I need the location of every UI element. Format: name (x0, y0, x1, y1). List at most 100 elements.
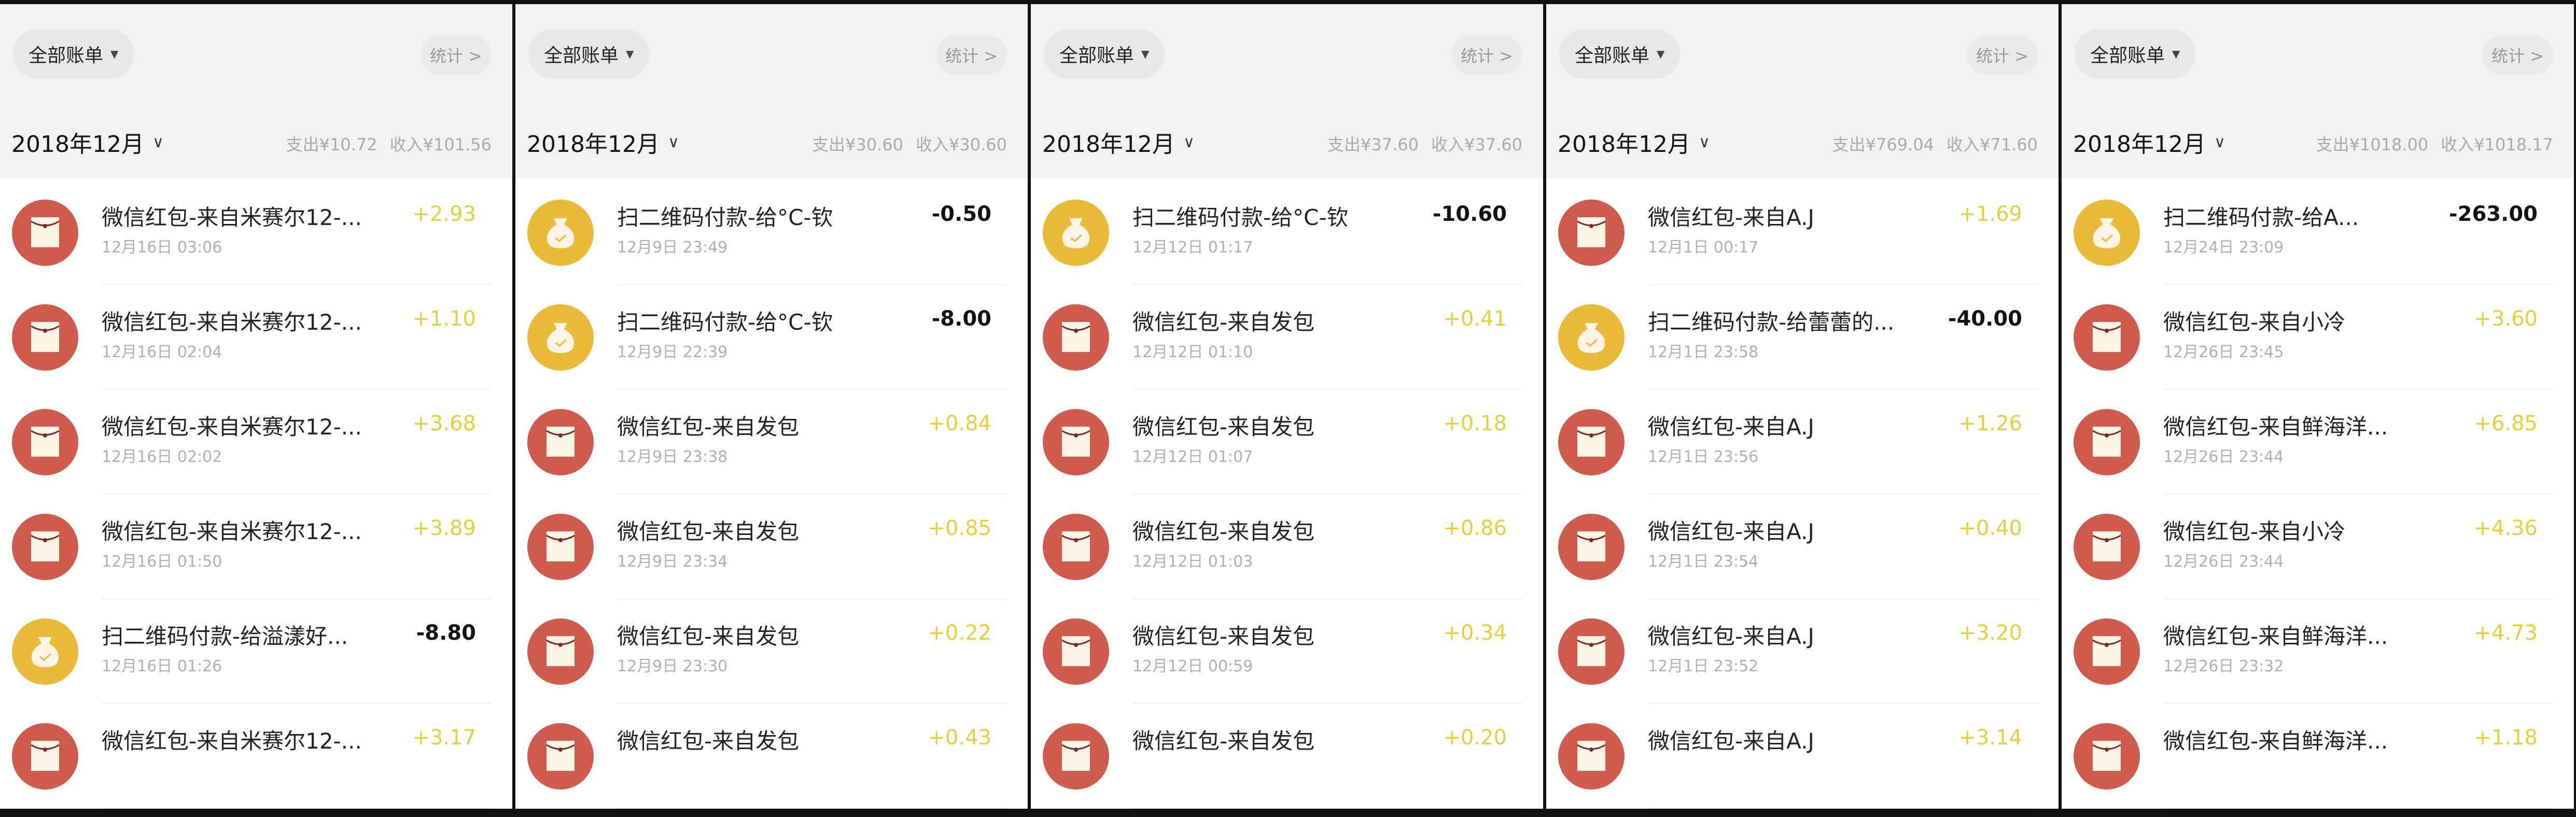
transaction-row[interactable]: 微信红包-来自鲜海洋... 12月26日 23:44 +6.85 (2062, 390, 2574, 495)
chevron-down-icon: ∨ (2214, 133, 2225, 151)
transaction-row[interactable]: 微信红包-来自鲜海洋... 12月26日 23:32 +4.73 (2062, 599, 2574, 704)
transaction-date: 12月9日 23:30 (617, 657, 728, 675)
transaction-amount: +3.17 (412, 726, 476, 750)
expense-total: 支出¥769.04 (1832, 135, 1935, 154)
red-envelope-icon (2073, 304, 2140, 371)
transaction-row[interactable]: 扫二维码付款-给溢漾好... 12月16日 01:26 -8.80 (0, 599, 512, 704)
red-envelope-icon (527, 723, 594, 790)
month-summary: 支出¥769.04 收入¥71.60 (1832, 132, 2038, 156)
row-divider (1648, 598, 2038, 599)
transaction-amount: +3.60 (2474, 307, 2538, 331)
statistics-button[interactable]: 统计 > (1451, 35, 1522, 75)
all-bills-dropdown[interactable]: 全部账单 ▼ (1044, 29, 1165, 79)
statistics-button[interactable]: 统计 > (421, 35, 492, 75)
transaction-row[interactable]: 微信红包-来自A.J +3.14 (1546, 704, 2059, 809)
transaction-amount: +0.43 (928, 726, 991, 750)
income-total: 收入¥71.60 (1947, 135, 2038, 154)
transaction-row[interactable]: 微信红包-来自发包 12月12日 01:07 +0.18 (1031, 390, 1543, 495)
month-selector[interactable]: 2018年12月 ∨ (2073, 125, 2225, 159)
transaction-row[interactable]: 微信红包-来自A.J 12月1日 23:56 +1.26 (1546, 390, 2059, 495)
all-bills-dropdown[interactable]: 全部账单 ▼ (13, 29, 134, 79)
transaction-amount: +0.22 (928, 621, 991, 645)
all-bills-dropdown[interactable]: 全部账单 ▼ (528, 29, 650, 79)
transaction-row[interactable]: 微信红包-来自A.J 12月1日 23:54 +0.40 (1546, 495, 2059, 599)
transaction-row[interactable]: 微信红包-来自发包 12月12日 01:10 +0.41 (1031, 285, 1543, 390)
transaction-row[interactable]: 扫二维码付款-给A... 12月24日 23:09 -263.00 (2062, 180, 2574, 285)
transaction-title: 微信红包-来自发包 (1132, 309, 1315, 335)
transaction-title: 扫二维码付款-给°C-钦 (1132, 205, 1349, 230)
statistics-button[interactable]: 统计 > (2482, 35, 2553, 75)
transaction-title: 微信红包-来自A.J (1648, 624, 1814, 649)
transaction-row[interactable]: 微信红包-来自米赛尔12-... +3.17 (0, 704, 512, 809)
money-bag-icon (2073, 200, 2140, 266)
transaction-date: 12月16日 01:26 (102, 657, 222, 675)
bill-header: 全部账单 ▼ 统计 > 2018年12月 ∨ 支出¥769.04 收入¥71.60 (1546, 4, 2059, 178)
transaction-date: 12月12日 01:03 (1132, 553, 1253, 571)
red-envelope-icon (527, 409, 594, 475)
transaction-row[interactable]: 微信红包-来自发包 +0.20 (1031, 704, 1543, 809)
transaction-title: 微信红包-来自发包 (1132, 414, 1315, 440)
transaction-row[interactable]: 扫二维码付款-给蕾蕾的... 12月1日 23:58 -40.00 (1546, 285, 2059, 390)
transaction-row[interactable]: 微信红包-来自小冷 12月26日 23:45 +3.60 (2062, 285, 2574, 390)
month-label: 2018年12月 (1042, 131, 1175, 158)
month-selector[interactable]: 2018年12月 ∨ (11, 125, 164, 159)
transaction-row[interactable]: 微信红包-来自米赛尔12-... 12月16日 01:50 +3.89 (0, 495, 512, 599)
transaction-row[interactable]: 扫二维码付款-给°C-钦 12月9日 23:49 -0.50 (515, 180, 1028, 285)
transaction-title: 微信红包-来自发包 (617, 414, 800, 440)
row-divider (617, 389, 1007, 390)
transaction-row[interactable]: 微信红包-来自A.J 12月1日 00:17 +1.69 (1546, 180, 2059, 285)
transaction-row[interactable]: 微信红包-来自小冷 12月26日 23:44 +4.36 (2062, 495, 2574, 599)
transaction-row[interactable]: 微信红包-来自米赛尔12-... 12月16日 02:02 +3.68 (0, 390, 512, 495)
bill-header: 全部账单 ▼ 统计 > 2018年12月 ∨ 支出¥10.72 收入¥101.56 (0, 4, 512, 178)
transaction-title: 微信红包-来自鲜海洋... (2163, 728, 2388, 754)
transaction-row[interactable]: 扫二维码付款-给°C-钦 12月9日 22:39 -8.00 (515, 285, 1028, 390)
transaction-row[interactable]: 微信红包-来自发包 12月9日 23:38 +0.84 (515, 390, 1028, 495)
transaction-date: 12月9日 23:49 (617, 238, 728, 257)
row-divider (2163, 284, 2553, 285)
transaction-amount: +0.18 (1443, 412, 1507, 435)
transaction-amount: -40.00 (1948, 307, 2022, 331)
statistics-button[interactable]: 统计 > (1967, 35, 2038, 75)
transaction-amount: +3.89 (412, 516, 476, 540)
transaction-title: 扫二维码付款-给溢漾好... (102, 624, 348, 649)
transaction-row[interactable]: 微信红包-来自米赛尔12-... 12月16日 02:04 +1.10 (0, 285, 512, 390)
caret-down-icon: ▼ (626, 48, 634, 60)
row-divider (617, 808, 1007, 809)
red-envelope-icon (1042, 618, 1110, 685)
transaction-title: 微信红包-来自米赛尔12-... (102, 309, 362, 335)
transaction-amount: +2.93 (412, 202, 476, 226)
transaction-title: 微信红包-来自鲜海洋... (2163, 414, 2388, 440)
all-bills-dropdown[interactable]: 全部账单 ▼ (2075, 29, 2196, 79)
transaction-amount: +3.20 (1958, 621, 2022, 645)
row-divider (2163, 389, 2553, 390)
expense-total: 支出¥30.60 (812, 135, 904, 154)
red-envelope-icon (11, 723, 79, 790)
statistics-button[interactable]: 统计 > (936, 35, 1007, 75)
transaction-row[interactable]: 微信红包-来自发包 12月12日 01:03 +0.86 (1031, 495, 1543, 599)
transaction-row[interactable]: 微信红包-来自A.J 12月1日 23:52 +3.20 (1546, 599, 2059, 704)
transaction-row[interactable]: 微信红包-来自发包 12月12日 00:59 +0.34 (1031, 599, 1543, 704)
red-envelope-icon (1558, 618, 1625, 685)
month-selector[interactable]: 2018年12月 ∨ (527, 125, 679, 159)
month-summary: 支出¥1018.00 收入¥1018.17 (2316, 132, 2553, 156)
transaction-row[interactable]: 微信红包-来自发包 12月9日 23:34 +0.85 (515, 495, 1028, 599)
red-envelope-icon (2073, 514, 2140, 580)
transaction-date: 12月9日 23:34 (617, 553, 728, 571)
all-bills-dropdown[interactable]: 全部账单 ▼ (1559, 29, 1681, 79)
month-selector[interactable]: 2018年12月 ∨ (1042, 125, 1195, 159)
money-bag-icon (11, 618, 79, 685)
transaction-amount: +4.36 (2474, 516, 2538, 540)
transaction-row[interactable]: 微信红包-来自发包 12月9日 23:30 +0.22 (515, 599, 1028, 704)
transaction-amount: +3.68 (412, 412, 476, 435)
transaction-title: 微信红包-来自发包 (1132, 624, 1315, 649)
transaction-date: 12月24日 23:09 (2163, 238, 2284, 257)
transaction-row[interactable]: 扫二维码付款-给°C-钦 12月12日 01:17 -10.60 (1031, 180, 1543, 285)
transaction-row[interactable]: 微信红包-来自发包 +0.43 (515, 704, 1028, 809)
income-total: 收入¥37.60 (1431, 135, 1522, 154)
transaction-amount: +0.41 (1443, 307, 1507, 331)
month-selector[interactable]: 2018年12月 ∨ (1558, 125, 1710, 159)
transaction-row[interactable]: 微信红包-来自米赛尔12-... 12月16日 03:06 +2.93 (0, 180, 512, 285)
transaction-amount: +0.84 (928, 412, 991, 435)
transaction-title: 微信红包-来自米赛尔12-... (102, 728, 362, 754)
transaction-row[interactable]: 微信红包-来自鲜海洋... +1.18 (2062, 704, 2574, 809)
